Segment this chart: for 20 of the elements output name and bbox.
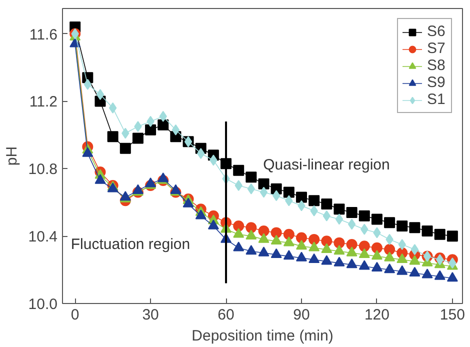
legend-label: S7 [427, 40, 446, 57]
y-axis-title: pH [3, 146, 20, 166]
x-tick-label: 30 [142, 306, 159, 324]
x-tick-label: 120 [364, 306, 390, 324]
x-tick-label: 150 [440, 306, 465, 324]
x-tick-label: 0 [70, 306, 80, 324]
annotation: Fluctuation region [70, 236, 190, 253]
annotation: Quasi-linear region [263, 156, 390, 174]
legend-label: S9 [427, 74, 446, 91]
x-tick-label: 60 [218, 306, 234, 324]
y-tick-label: 10.4 [28, 228, 58, 246]
y-tick-label: 11.2 [29, 94, 58, 111]
legend-label: S1 [427, 91, 446, 108]
x-tick-label: 90 [293, 306, 310, 324]
y-tick-label: 10.0 [28, 296, 58, 313]
y-tick-label: 10.8 [28, 161, 58, 178]
x-axis-title: Deposition time (min) [192, 328, 334, 344]
y-tick-label: 11.6 [29, 26, 58, 44]
legend-label: S6 [427, 23, 446, 40]
legend-label: S8 [427, 57, 446, 74]
